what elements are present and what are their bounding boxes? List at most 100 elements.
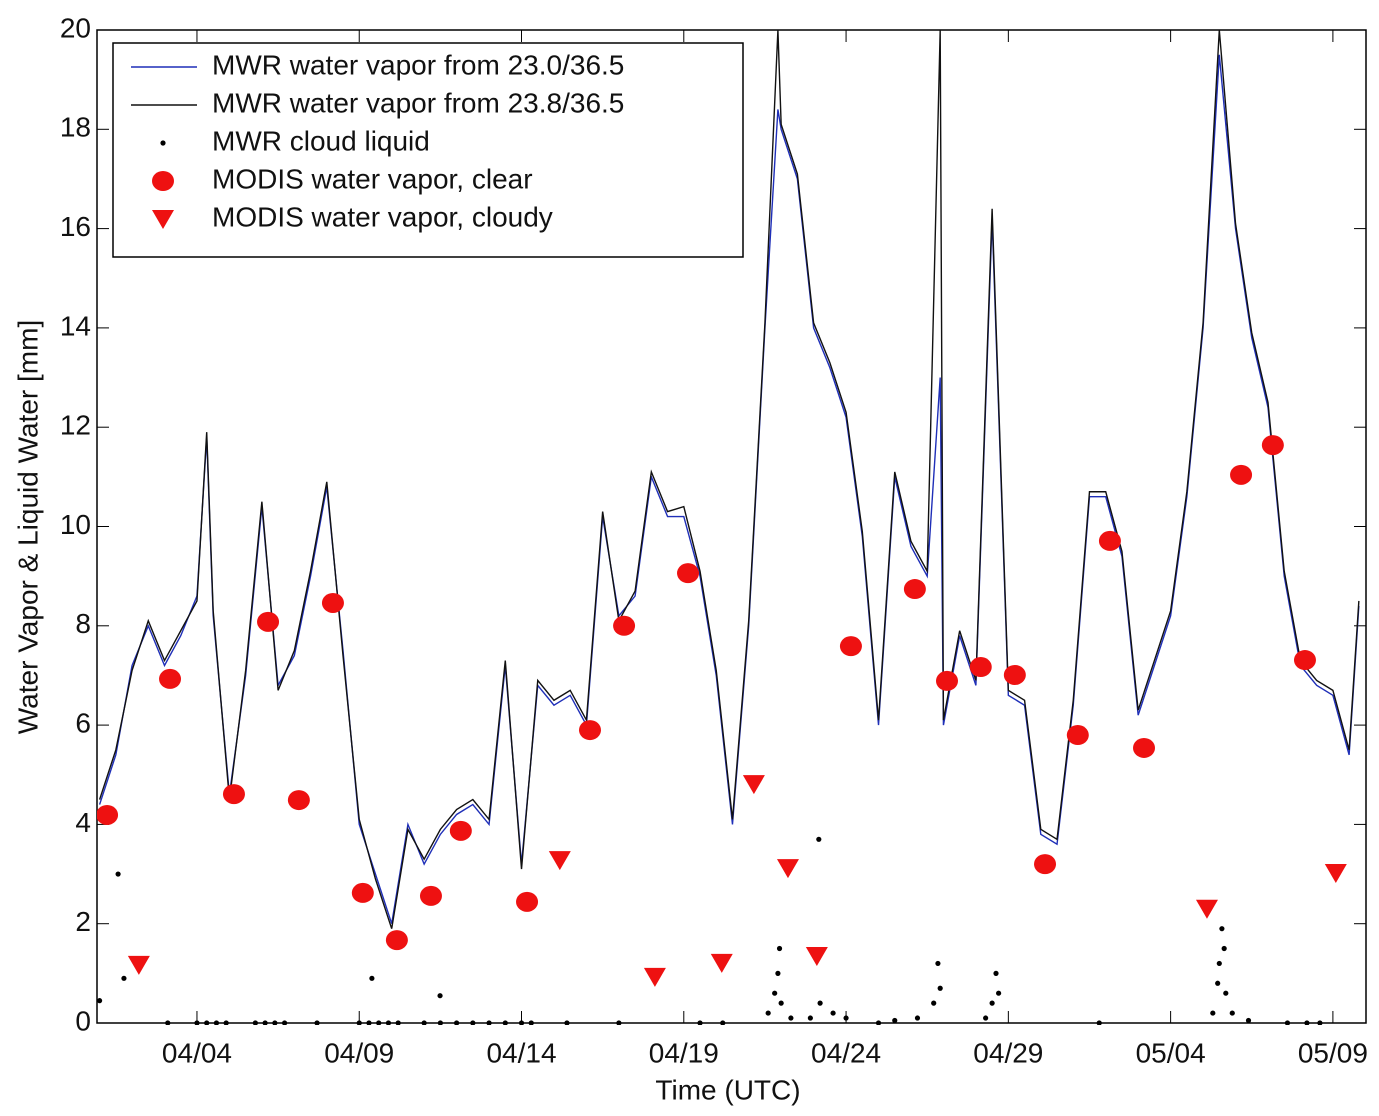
clear-point [969,657,992,678]
cloud-liquid-point [262,1020,268,1025]
clear-point [936,670,959,691]
cloud-liquid-point [369,975,375,981]
y-tick-label: 14 [60,310,91,341]
x-tick-label: 04/04 [162,1037,232,1068]
x-tick-label: 04/14 [486,1037,556,1068]
y-tick-label: 2 [75,906,91,937]
clear-point [903,579,926,600]
cloud-liquid-point [564,1020,570,1025]
cloudy-point [742,775,765,795]
y-tick-label: 6 [75,707,91,738]
clear-point [97,804,119,825]
cloud-liquid-point [788,1015,794,1021]
cloud-liquid-point [165,1020,171,1025]
cloud-liquid-point [376,1020,382,1025]
clear-point [159,668,182,689]
clear-point [1003,664,1026,685]
cloud-liquid-point [213,1020,220,1025]
clear-point [385,930,408,951]
water-vapor-line [98,29,1360,929]
cloud-liquid-point [1219,926,1225,932]
cloud-liquid-point [983,1015,989,1021]
cloud-liquid-point [421,1020,427,1025]
cloudy-point [127,955,150,975]
y-tick-label: 20 [60,12,91,43]
cloudy-point [805,946,828,966]
cloud-liquid-point [996,990,1002,996]
cloud-liquid-point [194,1020,200,1025]
cloudy-point [1195,899,1218,919]
cloud-liquid-point [314,1020,320,1025]
cloud-liquid-point [1317,1020,1323,1025]
clear-point [578,720,601,741]
cloud-liquid-point [121,975,127,981]
legend-box [112,42,744,258]
cloud-liquid-point [486,1020,492,1025]
cloud-liquid-point [281,1020,288,1025]
cloud-liquid-point [937,985,943,991]
x-tick-label: 04/09 [324,1037,394,1068]
clear-point [516,891,539,912]
y-tick-label: 10 [60,509,91,540]
y-axis-label: Water Vapor & Liquid Water [mm] [12,320,43,734]
clear-point [321,592,344,613]
cloud-liquid-point [1096,1020,1102,1025]
cloud-liquid-point [252,1020,258,1025]
cloud-liquid-point [775,970,781,976]
cloud-liquid-point [115,871,121,877]
plot-marks [97,29,1360,1025]
legend-swatch [152,210,174,229]
cloud-liquid-point [528,1020,534,1025]
clear-point [1066,725,1089,746]
clear-point [351,882,374,903]
y-tick-label: 0 [75,1005,91,1036]
clear-point [613,615,636,636]
clear-point [222,784,245,805]
cloud-liquid-point [437,1020,443,1025]
cloud-liquid-point [993,970,999,976]
cloud-liquid-point [1245,1017,1252,1024]
y-tick-label: 18 [60,112,91,143]
cloud-liquid-point [914,1015,921,1021]
cloud-liquid-point [765,1010,771,1016]
clear-point [1133,737,1156,758]
x-axis-label: Time (UTC) [655,1074,800,1105]
x-tick-label: 05/04 [1136,1037,1206,1068]
legend-swatch [152,171,174,191]
cloud-liquid-point [1284,1020,1291,1025]
cloud-liquid-point [204,1020,210,1025]
cloud-liquid-point [807,1015,813,1021]
cloud-liquid-point [1304,1020,1310,1025]
y-tick-label: 12 [60,410,91,441]
legend-label: MWR cloud liquid [212,125,430,156]
cloud-liquid-point [1223,990,1229,996]
clear-point [1293,650,1316,671]
cloud-liquid-point [502,1020,508,1025]
y-tick-label: 4 [75,807,91,838]
cloud-liquid-point [989,1000,995,1006]
cloud-liquid-point [223,1020,229,1025]
cloud-liquid-point [470,1020,476,1025]
y-tick-label: 16 [60,211,91,242]
cloud-liquid-point [843,1015,849,1021]
cloudy-point [548,851,571,871]
clear-point [1261,435,1284,456]
cloud-liquid-point [1216,960,1222,967]
cloudy-point [776,859,799,879]
cloud-liquid-point [1215,980,1221,986]
clear-point [287,790,310,811]
x-tick-label: 05/09 [1298,1037,1368,1068]
cloud-liquid-point [772,990,778,996]
cloud-liquid-point [1221,945,1227,952]
clear-point [1034,854,1057,875]
cloud-liquid-point [935,960,941,967]
cloud-liquid-point [778,1000,784,1006]
cloud-liquid-point [366,1020,372,1025]
legend-label: MODIS water vapor, cloudy [212,201,553,232]
cloud-liquid-point [1229,1010,1235,1016]
x-tick-label: 04/19 [649,1037,719,1068]
cloud-liquid-point [437,993,443,999]
legend-label: MWR water vapor from 23.8/36.5 [212,87,624,118]
clear-point [1098,530,1121,551]
